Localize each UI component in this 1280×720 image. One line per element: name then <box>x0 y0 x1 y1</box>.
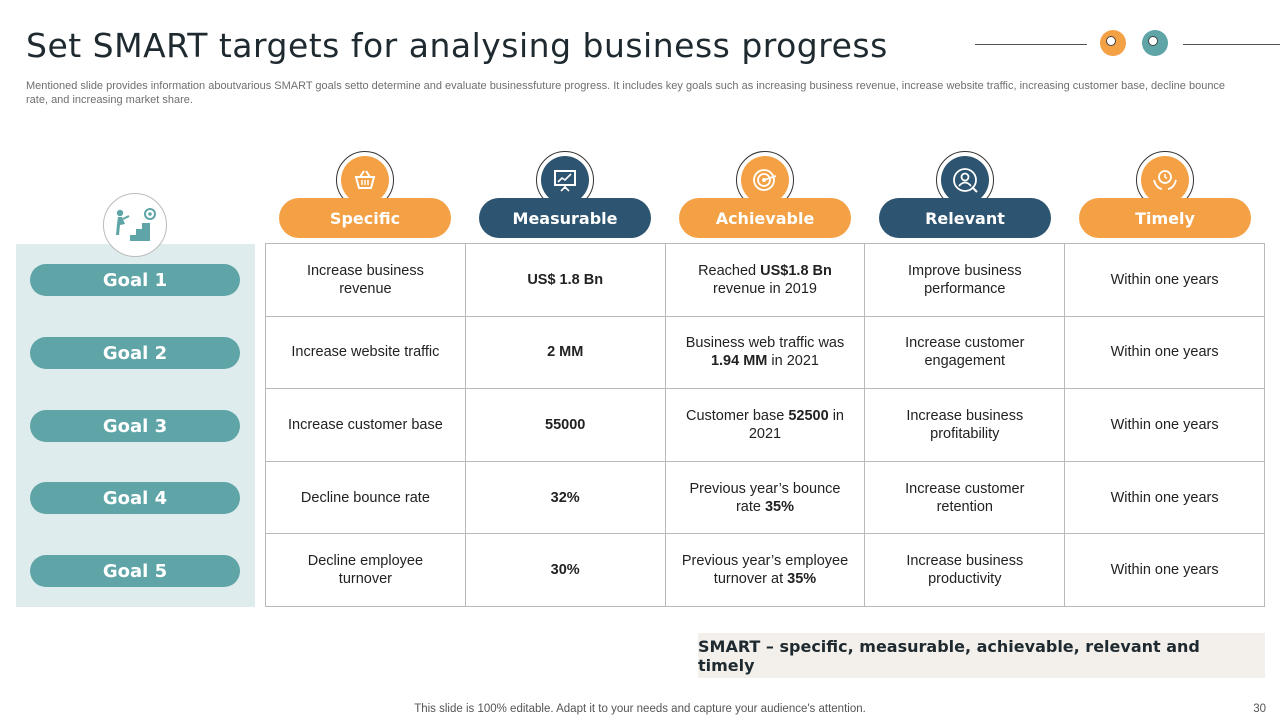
cell-timely: Within one years <box>1064 243 1265 317</box>
cell-relevant: Increase customer retention <box>864 460 1066 535</box>
goal-5-pill: Goal 5 <box>30 555 240 587</box>
page-title: Set SMART targets for analysing business… <box>26 26 888 65</box>
table-row: Decline bounce rate 32% Previous year’s … <box>265 460 1265 535</box>
column-header-timely: Timely <box>1079 198 1251 238</box>
column-header-relevant: Relevant <box>879 198 1051 238</box>
table-row: Increase website traffic 2 MM Business w… <box>265 315 1265 390</box>
table-row: Increase business revenue US$ 1.8 Bn Rea… <box>265 243 1265 317</box>
cell-specific: Decline bounce rate <box>265 460 466 535</box>
smart-goals-table: Increase business revenue US$ 1.8 Bn Rea… <box>265 243 1265 607</box>
column-header-achievable: Achievable <box>679 198 851 238</box>
cell-timely: Within one years <box>1064 460 1265 535</box>
decor-line-right <box>1183 44 1280 45</box>
cell-achievable: Previous year’s employee turnover at 35% <box>664 533 866 607</box>
smart-definition-box: SMART – specific, measurable, achievable… <box>698 633 1265 678</box>
cell-achievable: Previous year’s bounce rate 35% <box>664 460 866 535</box>
footnote: This slide is 100% editable. Adapt it to… <box>414 703 866 715</box>
page-number: 30 <box>1253 703 1266 715</box>
table-row: Decline employee turnover 30% Previous y… <box>265 533 1265 607</box>
cell-relevant: Increase business productivity <box>864 533 1066 607</box>
cell-achievable: Customer base 52500 in 2021 <box>664 388 866 462</box>
decor-circle-teal-icon <box>1142 30 1168 56</box>
cell-achievable: Business web traffic was 1.94 MM in 2021 <box>664 315 866 390</box>
cell-achievable: Reached US$1.8 Bn revenue in 2019 <box>664 243 866 317</box>
goal-4-pill: Goal 4 <box>30 482 240 514</box>
cell-measurable: 2 MM <box>464 315 666 390</box>
cell-measurable: 55000 <box>464 388 666 462</box>
goal-2-pill: Goal 2 <box>30 337 240 369</box>
cell-measurable: 32% <box>464 460 666 535</box>
cell-specific: Increase business revenue <box>265 243 466 317</box>
column-header-specific: Specific <box>279 198 451 238</box>
cell-timely: Within one years <box>1064 315 1265 390</box>
cell-relevant: Increase business profitability <box>864 388 1066 462</box>
cell-timely: Within one years <box>1064 533 1265 607</box>
cell-specific: Decline employee turnover <box>265 533 466 607</box>
cell-relevant: Improve business performance <box>864 243 1066 317</box>
cell-timely: Within one years <box>1064 388 1265 462</box>
decor-line-left <box>975 44 1087 45</box>
stairs-goal-icon <box>103 193 167 257</box>
goal-3-pill: Goal 3 <box>30 410 240 442</box>
cell-measurable: US$ 1.8 Bn <box>464 243 666 317</box>
cell-specific: Increase website traffic <box>265 315 466 390</box>
cell-specific: Increase customer base <box>265 388 466 462</box>
cell-relevant: Increase customer engagement <box>864 315 1066 390</box>
table-row: Increase customer base 55000 Customer ba… <box>265 388 1265 462</box>
decor-circle-orange-icon <box>1100 30 1126 56</box>
page-subtitle: Mentioned slide provides information abo… <box>26 80 1226 106</box>
cell-measurable: 30% <box>464 533 666 607</box>
goal-1-pill: Goal 1 <box>30 264 240 296</box>
column-header-measurable: Measurable <box>479 198 651 238</box>
